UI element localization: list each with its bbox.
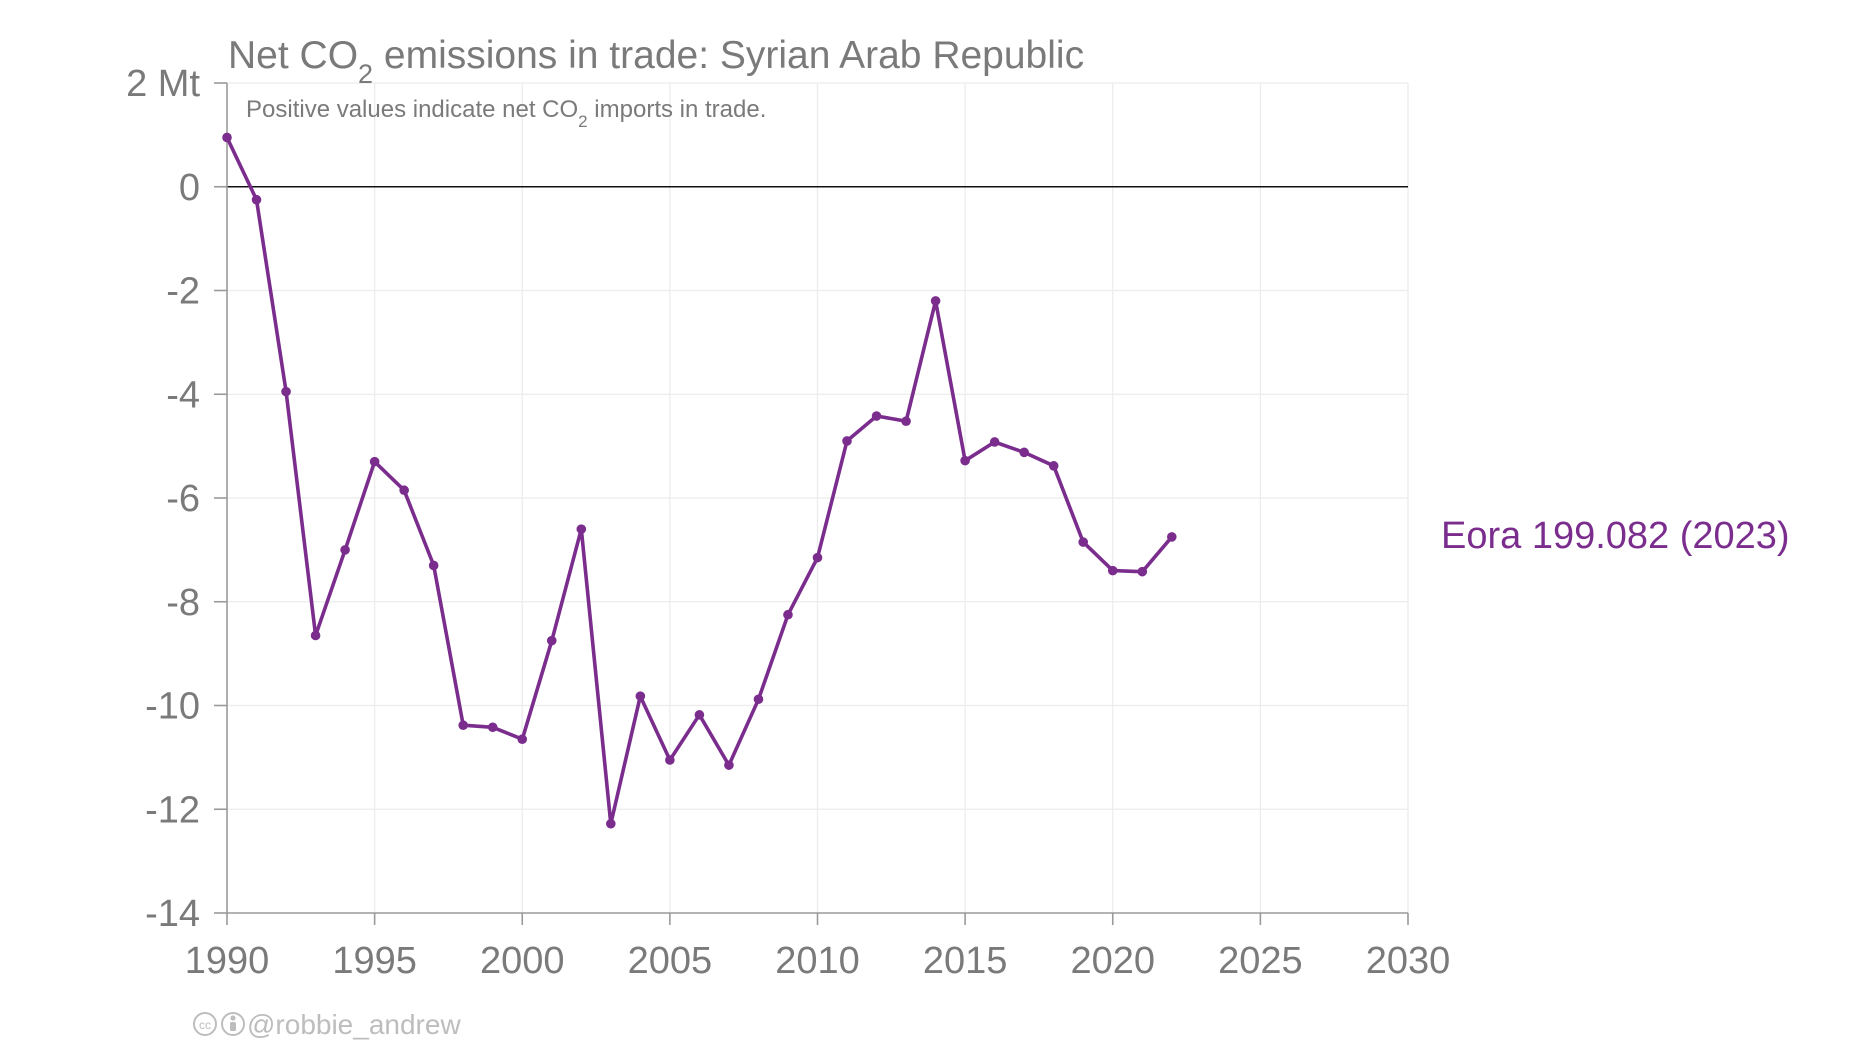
- credit-handle: @robbie_andrew: [247, 1009, 461, 1040]
- data-point: [930, 296, 941, 306]
- data-point: [1048, 461, 1059, 471]
- data-point: [487, 722, 498, 733]
- data-point: [635, 691, 646, 701]
- x-tick-label: 2000: [480, 940, 565, 982]
- x-axis-ticks: 1990 1995 2000 2005 2010 2015 2020 2025 2030: [185, 913, 1451, 982]
- series-layer: [222, 132, 1177, 829]
- data-point: [871, 411, 882, 421]
- series-label: Eora 199.082 (2023): [1441, 515, 1790, 557]
- data-point: [340, 545, 350, 555]
- x-tick-label: 2030: [1366, 940, 1451, 982]
- data-point: [724, 760, 734, 770]
- data-point: [281, 386, 291, 397]
- data-point: [576, 524, 587, 534]
- credit: cc @robbie_andrew: [193, 1009, 461, 1040]
- data-point: [517, 734, 528, 745]
- data-point: [901, 416, 911, 427]
- y-tick-label: -12: [145, 789, 200, 831]
- data-point: [428, 560, 439, 571]
- y-tick-label: 2 Mt: [126, 63, 200, 105]
- data-point: [222, 132, 232, 143]
- grid: [227, 82, 1409, 913]
- data-point: [842, 436, 852, 446]
- chart-title: Net CO2 emissions in trade: Syrian Arab …: [228, 34, 1084, 89]
- x-tick-label: 2010: [775, 940, 860, 982]
- data-point: [1078, 537, 1089, 547]
- data-point: [546, 635, 557, 646]
- y-axis-ticks: 2 Mt 0 -2 -4 -6 -8 -10 -12 -14: [126, 63, 227, 935]
- y-tick-label: -10: [145, 686, 200, 728]
- creative-commons-icon: cc: [193, 1012, 217, 1036]
- data-point: [1107, 565, 1118, 576]
- data-point: [310, 630, 321, 641]
- y-tick-label: 0: [179, 167, 200, 209]
- x-tick-label: 2005: [628, 940, 713, 982]
- data-point: [1019, 447, 1029, 458]
- y-tick-label: -2: [166, 271, 200, 313]
- x-tick-label: 2015: [923, 940, 1008, 982]
- attribution-icon: [221, 1012, 245, 1036]
- x-tick-label: 2020: [1070, 940, 1155, 982]
- chart-subtitle: Positive values indicate net CO2 imports…: [246, 96, 766, 131]
- y-tick-label: -8: [166, 582, 200, 624]
- data-point: [960, 455, 970, 466]
- data-point: [399, 485, 409, 496]
- data-point: [812, 552, 823, 563]
- series-line: [225, 135, 1174, 826]
- x-tick-label: 1995: [332, 940, 417, 982]
- y-tick-label: -4: [166, 374, 200, 416]
- y-tick-label: -14: [145, 893, 200, 935]
- x-tick-label: 2025: [1218, 940, 1303, 982]
- data-point: [458, 720, 469, 731]
- data-point: [694, 710, 705, 720]
- data-point: [1167, 532, 1177, 542]
- svg-text:cc: cc: [199, 1018, 211, 1032]
- data-point: [989, 437, 1000, 447]
- data-point: [251, 194, 262, 205]
- y-tick-label: -6: [166, 478, 200, 520]
- data-point: [369, 456, 380, 467]
- data-point: [783, 609, 793, 620]
- data-point: [665, 755, 675, 765]
- data-point: [1137, 566, 1148, 577]
- x-tick-label: 1990: [185, 940, 270, 982]
- data-point: [606, 818, 616, 829]
- data-point: [753, 694, 764, 705]
